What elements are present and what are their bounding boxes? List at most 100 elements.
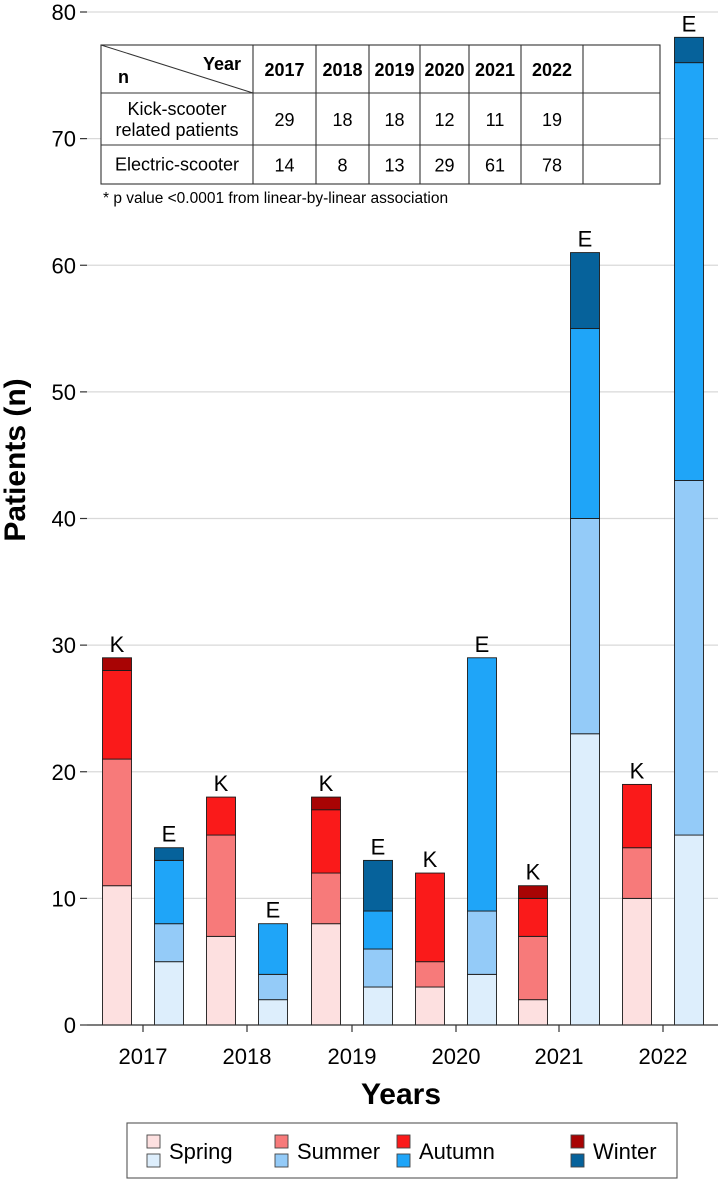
legend-swatch-kick <box>274 1134 289 1149</box>
legend-swatch-electric <box>570 1153 585 1168</box>
legend-label: Autumn <box>419 1139 495 1164</box>
bar-segment-spring <box>363 986 393 1026</box>
bar-segment-winter <box>674 36 704 64</box>
table-cell: 29 <box>434 156 454 176</box>
x-tick-label: 2018 <box>223 1044 272 1069</box>
bar-group-label: K <box>526 860 541 885</box>
bar-segment-autumn <box>467 657 497 912</box>
table-cell: 11 <box>486 110 505 130</box>
bar-segment-spring <box>415 986 445 1026</box>
table-cell: 12 <box>434 110 454 130</box>
bar-segment-summer <box>363 948 393 988</box>
bar-segment-winter <box>311 796 341 811</box>
bar-segment-spring <box>467 973 497 1026</box>
bar-segment-spring <box>154 961 184 1026</box>
bar-group-label: K <box>423 847 438 872</box>
bar-segment-spring <box>206 935 236 1026</box>
y-tick-label: 40 <box>52 507 76 532</box>
bar-segment-winter <box>363 859 393 912</box>
table-year-header: 2020 <box>424 60 464 80</box>
table-border <box>100 44 661 185</box>
bars: K K K K K K E E E E E E <box>102 11 704 1026</box>
bar-segment-winter <box>570 252 600 330</box>
bar-segment-autumn <box>258 923 288 975</box>
bar-segment-spring <box>258 999 288 1026</box>
x-axis-title: Years <box>361 1078 441 1111</box>
y-tick-label: 50 <box>52 380 76 405</box>
bar-group-label: E <box>162 822 177 847</box>
table-year-header: 2019 <box>374 60 414 80</box>
bar-segment-autumn <box>570 328 600 519</box>
bar-segment-summer <box>311 872 341 925</box>
legend-swatch-electric <box>274 1153 289 1168</box>
bar-segment-autumn <box>363 910 393 950</box>
x-tick-label: 2021 <box>535 1044 584 1069</box>
bar-segment-winter <box>154 847 184 861</box>
table-note: * p value <0.0001 from linear-by-linear … <box>103 190 448 207</box>
bar-segment-summer <box>622 847 652 899</box>
table-cell: 18 <box>332 110 352 130</box>
table-cell: 13 <box>384 156 404 176</box>
legend-label: Spring <box>169 1139 233 1164</box>
bar-segment-autumn <box>674 62 704 481</box>
bar-segment-summer <box>102 758 132 887</box>
bar-segment-summer <box>154 923 184 963</box>
y-tick-label: 80 <box>52 0 76 25</box>
bar-group-label: E <box>266 898 281 923</box>
table-year-header: 2017 <box>264 60 304 80</box>
bar-segment-spring <box>102 885 132 1026</box>
y-tick-label: 20 <box>52 760 76 785</box>
bar-segment-autumn <box>311 809 341 874</box>
table-header-n: n <box>118 67 129 87</box>
table-year-header: 2022 <box>532 60 572 80</box>
bar-segment-summer <box>415 961 445 988</box>
bar-segment-autumn <box>206 796 236 836</box>
bar-segment-summer <box>258 973 288 1001</box>
bar-segment-spring <box>622 897 652 1026</box>
x-tick-label: 2019 <box>328 1044 377 1069</box>
y-tick-label: 60 <box>52 253 76 278</box>
legend-label: Summer <box>297 1139 380 1164</box>
legend-swatch-electric <box>396 1153 411 1168</box>
y-tick-label: 70 <box>52 127 76 152</box>
bar-group-label: E <box>475 632 490 657</box>
bar-segment-summer <box>518 935 548 1001</box>
table-cell: 19 <box>542 110 562 130</box>
table-row-label: Electric-scooter <box>115 155 239 175</box>
table-cell: 8 <box>337 156 347 176</box>
legend-label: Winter <box>593 1139 657 1164</box>
y-axis-title: Patients (n) <box>0 378 32 541</box>
bar-segment-summer <box>674 480 704 836</box>
x-tick-label: 2017 <box>119 1044 168 1069</box>
bar-segment-autumn <box>518 897 548 937</box>
bar-segment-spring <box>570 733 600 1026</box>
bar-segment-summer <box>570 518 600 735</box>
bar-group-label: K <box>319 771 334 796</box>
legend-swatch-electric <box>146 1153 161 1168</box>
bar-segment-spring <box>518 999 548 1026</box>
summary-table: Year n 2017 2018 2019 2020 2021 2022 Kick-scoote… <box>100 44 661 207</box>
axes: 0 10 20 30 40 50 60 70 80 2017 2018 2019 2020 2021 202… <box>52 0 718 1069</box>
bar-segment-winter <box>518 885 548 899</box>
bar-segment-autumn <box>415 872 445 963</box>
bar-segment-spring <box>311 923 341 1026</box>
table-row-label: Kick-scooter <box>127 99 226 119</box>
bar-group-label: K <box>630 758 645 783</box>
y-tick-label: 0 <box>64 1013 76 1038</box>
bar-group-label: E <box>371 834 386 859</box>
bar-segment-autumn <box>154 859 184 925</box>
bar-segment-summer <box>467 910 497 975</box>
table-cell: 29 <box>274 110 294 130</box>
bar-segment-autumn <box>102 670 132 760</box>
bar-group-label: E <box>682 11 697 36</box>
table-diagonal <box>100 44 254 94</box>
y-tick-label: 10 <box>52 886 76 911</box>
table-year-header: 2021 <box>475 60 515 80</box>
bar-group-label: K <box>214 771 229 796</box>
legend-box <box>126 1122 678 1179</box>
legend: Spring Summer Autumn Winter <box>126 1122 678 1179</box>
legend-swatch-kick <box>570 1134 585 1149</box>
x-tick-label: 2022 <box>639 1044 688 1069</box>
table-cell: 18 <box>384 110 404 130</box>
